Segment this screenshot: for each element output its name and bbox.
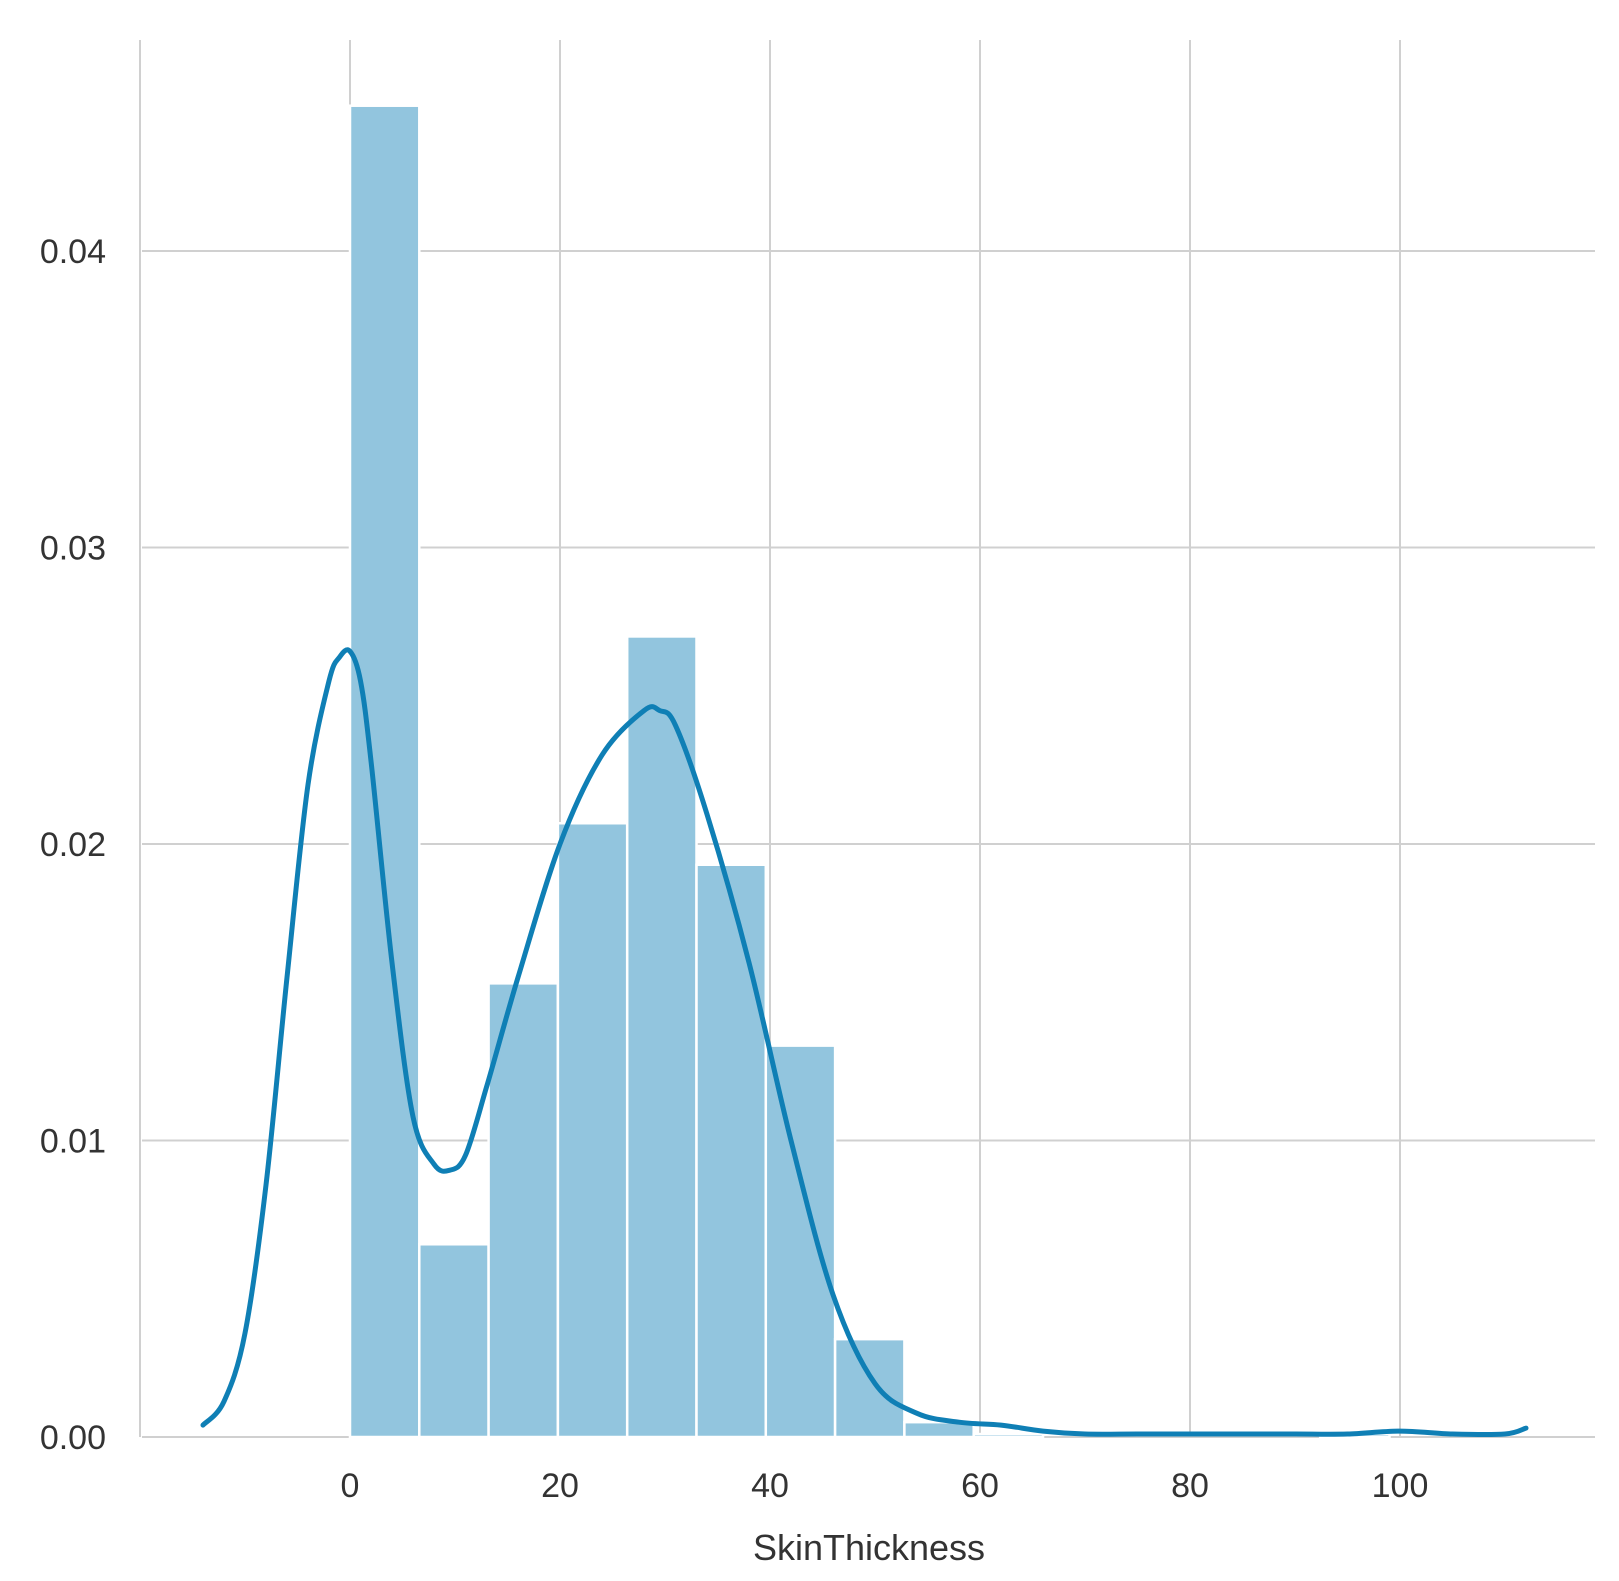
- histogram-bar: [556, 821, 629, 1439]
- histogram-bar: [625, 635, 698, 1439]
- x-tick-label: 60: [961, 1467, 999, 1505]
- histogram-bar: [833, 1337, 906, 1439]
- kde-curve: [200, 647, 1529, 1438]
- x-tick-label: 80: [1171, 1467, 1209, 1505]
- histogram-bar: [903, 1420, 975, 1439]
- x-tick-label: 0: [341, 1467, 360, 1505]
- tick-labels: 0 20 40 60 80 100 0.00 0.01 0.02 0.03 0.04: [40, 233, 1429, 1505]
- histogram-bar: [487, 982, 560, 1439]
- y-tick-label: 0.03: [40, 530, 106, 568]
- y-tick-label: 0.02: [40, 826, 106, 864]
- y-tick-label: 0.01: [40, 1123, 106, 1161]
- histogram-bar: [764, 1044, 837, 1439]
- x-tick-label: 20: [541, 1467, 579, 1505]
- histogram-bars: [348, 104, 1391, 1439]
- kde-curve-layer: [200, 647, 1529, 1438]
- x-axis-label: SkinThickness: [753, 1527, 985, 1568]
- histogram-bar: [418, 1243, 490, 1439]
- histogram-bar: [348, 104, 421, 1439]
- x-tick-label: 100: [1372, 1467, 1429, 1505]
- y-tick-label: 0.04: [40, 233, 106, 271]
- histogram-bar: [695, 863, 768, 1439]
- y-tick-label: 0.00: [40, 1419, 106, 1457]
- x-tick-label: 40: [751, 1467, 789, 1505]
- histogram-bar: [972, 1432, 1045, 1439]
